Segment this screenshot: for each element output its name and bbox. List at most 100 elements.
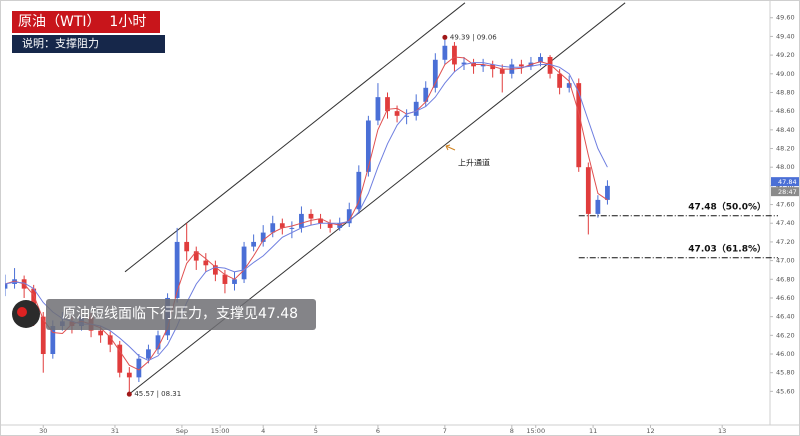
- y-tick-label: 46.20: [776, 331, 795, 339]
- extreme-dot: [442, 34, 448, 40]
- y-tick-label: 47.20: [776, 238, 795, 246]
- candle-body: [538, 56, 543, 63]
- logo: [12, 300, 40, 328]
- candle-body: [289, 227, 295, 229]
- candle-body: [308, 213, 314, 219]
- y-tick-label: 48.60: [776, 107, 795, 115]
- candle-body: [499, 69, 505, 74]
- candle-body: [299, 213, 304, 228]
- candle-body: [432, 59, 438, 88]
- candle-body: [585, 167, 591, 214]
- y-tick-label: 49.20: [776, 51, 795, 59]
- x-tick-label: 15:00: [211, 427, 230, 435]
- x-tick-label: 30: [39, 427, 47, 435]
- candle-body: [576, 83, 582, 168]
- candle-body: [356, 171, 362, 210]
- candle-body: [480, 64, 486, 67]
- x-tick-label: 31: [111, 427, 119, 435]
- candle-body: [518, 64, 524, 67]
- ma-line: [5, 56, 608, 371]
- header-subtitle: 说明：支撑阻力: [12, 35, 165, 53]
- header-title: 原油（WTI） 1小时: [12, 11, 160, 33]
- candle-body: [212, 265, 218, 275]
- y-tick-label: 49.60: [776, 14, 795, 22]
- banner: 原油短线面临下行压力，支撑见47.48: [46, 299, 316, 330]
- candle-body: [136, 358, 142, 378]
- candle-body: [365, 120, 371, 172]
- candle-body: [394, 111, 400, 116]
- candle-body: [442, 45, 448, 60]
- x-tick-label: 6: [376, 427, 380, 435]
- candle-body: [193, 251, 199, 261]
- candle-body: [5, 283, 8, 289]
- price-tag: [771, 177, 799, 187]
- candle-body: [260, 232, 266, 242]
- extreme-dot: [126, 391, 132, 397]
- candle-body: [117, 344, 123, 373]
- candle-body: [346, 209, 352, 224]
- candle-body: [404, 115, 410, 117]
- candle-body: [327, 223, 333, 228]
- x-tick-label: 8: [510, 427, 514, 435]
- price-tag-label: 47.84: [778, 178, 797, 186]
- candle-body: [184, 241, 190, 252]
- candle-body: [413, 101, 419, 116]
- candle-body: [557, 73, 563, 88]
- candle-body: [50, 325, 56, 355]
- x-tick-label: 5: [314, 427, 318, 435]
- candle-body: [547, 56, 553, 74]
- candle-body: [222, 274, 228, 284]
- x-tick-label: 13: [718, 427, 726, 435]
- y-tick-label: 46.80: [776, 275, 795, 283]
- y-tick-label: 49.40: [776, 32, 795, 40]
- y-tick-label: 48.00: [776, 163, 795, 171]
- y-tick-label: 46.60: [776, 294, 795, 302]
- candle-body: [155, 335, 161, 350]
- y-tick-label: 48.20: [776, 145, 795, 153]
- countdown-label: 28:47: [778, 188, 797, 196]
- candle-body: [251, 241, 257, 247]
- candle-body: [605, 185, 610, 200]
- y-tick-label: 47.60: [776, 201, 795, 209]
- y-tick-label: 49.00: [776, 70, 795, 78]
- candle-body: [423, 87, 429, 102]
- channel-label: 上升通道: [458, 158, 490, 168]
- level-label: 47.48（50.0%）: [688, 201, 766, 212]
- x-tick-label: 4: [261, 427, 265, 435]
- x-tick-label: Sep: [176, 427, 188, 435]
- candle-body: [126, 372, 132, 378]
- channel-arrow: [445, 144, 456, 151]
- channel-line: [124, 2, 466, 273]
- y-tick-label: 48.40: [776, 126, 795, 134]
- extreme-label: 45.57 | 08.31: [134, 390, 181, 398]
- y-tick-label: 45.60: [776, 387, 795, 395]
- x-tick-label: 12: [646, 427, 654, 435]
- extreme-label: 49.39 | 09.06: [450, 33, 497, 41]
- x-tick-label: 15:00: [526, 427, 545, 435]
- candle-body: [375, 97, 381, 121]
- candle-body: [452, 45, 457, 65]
- candle-body: [40, 316, 46, 355]
- y-tick-label: 47.00: [776, 257, 795, 265]
- candle-body: [107, 335, 113, 345]
- candle-body: [232, 279, 237, 284]
- candle-body: [318, 218, 323, 224]
- x-tick-label: 11: [589, 427, 597, 435]
- candle-body: [174, 241, 180, 298]
- candle-body: [385, 97, 390, 112]
- candle-body: [203, 260, 209, 266]
- candle-body: [241, 246, 247, 280]
- y-tick-label: 48.80: [776, 88, 795, 96]
- candle-body: [566, 83, 572, 88]
- y-tick-label: 46.00: [776, 350, 795, 358]
- candle-body: [98, 330, 104, 336]
- x-tick-label: 7: [443, 427, 447, 435]
- y-tick-label: 47.40: [776, 219, 795, 227]
- y-tick-label: 46.40: [776, 313, 795, 321]
- level-label: 47.03（61.8%）: [688, 243, 766, 254]
- candle-body: [146, 349, 151, 359]
- candle-body: [270, 223, 276, 233]
